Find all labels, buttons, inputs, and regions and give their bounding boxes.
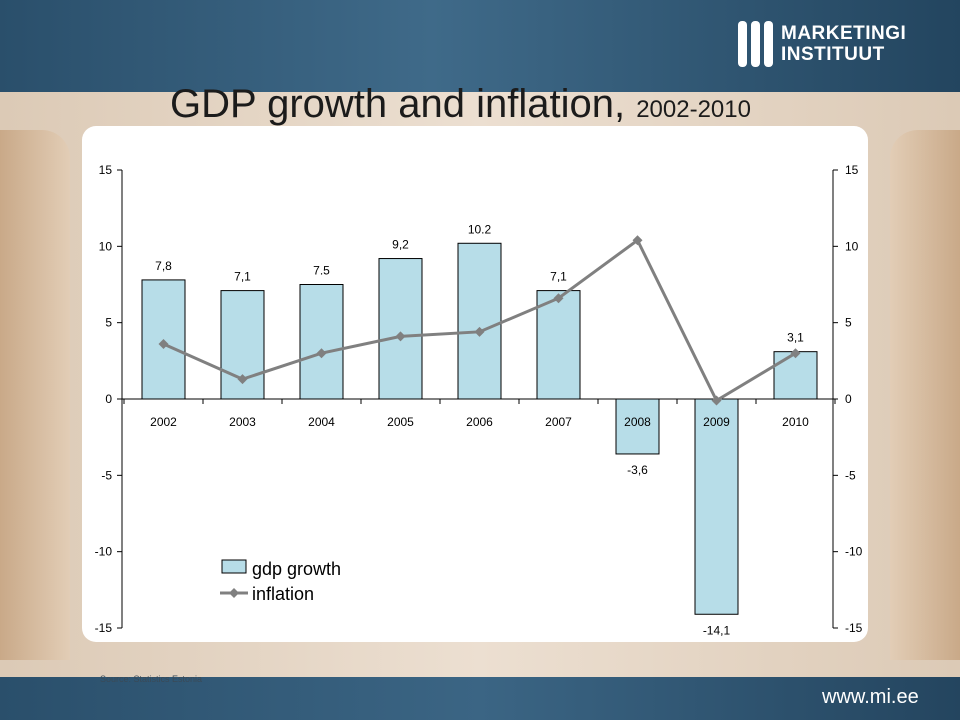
inflation-marker <box>553 293 564 304</box>
logo-text: MARKETINGI INSTITUUT <box>781 23 906 65</box>
footer-band <box>0 677 960 720</box>
inflation-marker <box>158 339 169 350</box>
inflation-marker <box>790 348 801 359</box>
x-tick-label: 2004 <box>308 415 335 429</box>
logo-icon <box>738 21 773 67</box>
gdp-bar <box>694 398 739 615</box>
legend-inflation-label: inflation <box>252 584 314 604</box>
source-note: Source: Statistics Estonia <box>100 674 203 684</box>
gdp-data-label: 7,1 <box>550 270 567 284</box>
left-decoration <box>0 130 70 660</box>
title-main: GDP growth and inflation, <box>170 82 626 126</box>
x-tick-label: 2008 <box>624 415 651 429</box>
left-tick-label: -15 <box>95 621 113 635</box>
legend-bar-swatch <box>221 559 247 574</box>
inflation-marker <box>316 348 327 359</box>
x-tick-label: 2006 <box>466 415 493 429</box>
gdp-bar <box>299 284 344 400</box>
left-tick-label: -10 <box>95 545 113 559</box>
gdp-bar <box>615 398 660 455</box>
inflation-marker <box>711 395 722 406</box>
left-tick-label: -5 <box>101 468 112 482</box>
left-tick-label: 5 <box>105 316 112 330</box>
header-band <box>0 0 960 92</box>
right-tick-label: 15 <box>845 163 859 177</box>
website-link[interactable]: www.mi.ee <box>822 686 919 708</box>
x-tick-label: 2010 <box>782 415 809 429</box>
gdp-data-label: 7,8 <box>155 259 172 273</box>
x-tick-label: 2003 <box>229 415 256 429</box>
right-tick-label: 10 <box>845 239 859 253</box>
gdp-data-label: -14,1 <box>703 623 731 637</box>
gdp-bar <box>773 351 818 400</box>
x-tick-label: 2009 <box>703 415 730 429</box>
right-decoration <box>890 130 960 660</box>
right-tick-label: 5 <box>845 316 852 330</box>
gdp-data-label: 7.5 <box>313 264 330 278</box>
left-tick-label: 15 <box>99 163 113 177</box>
logo-line1: MARKETINGI <box>781 23 907 44</box>
right-tick-label: -15 <box>845 621 863 635</box>
inflation-marker <box>474 326 485 337</box>
inflation-marker <box>632 235 643 246</box>
left-tick-label: 0 <box>105 392 112 406</box>
legend-gdp-label: gdp growth <box>252 559 341 579</box>
gdp-data-label: 3,1 <box>787 331 804 345</box>
logo: MARKETINGI INSTITUUT <box>738 18 906 70</box>
legend-line-marker <box>229 588 239 598</box>
x-tick-label: 2002 <box>150 415 177 429</box>
x-tick-label: 2005 <box>387 415 414 429</box>
logo-line2: INSTITUUT <box>781 44 885 65</box>
right-tick-label: 0 <box>845 392 852 406</box>
right-tick-label: -10 <box>845 545 863 559</box>
gdp-data-label: 9,2 <box>392 238 409 252</box>
gdp-bar <box>457 242 502 400</box>
right-tick-label: -5 <box>845 468 856 482</box>
gdp-data-label: -3,6 <box>627 463 648 477</box>
title-years: 2002-2010 <box>636 96 751 123</box>
inflation-marker <box>395 331 406 342</box>
gdp-data-label: 10.2 <box>468 222 492 236</box>
left-tick-label: 10 <box>99 239 113 253</box>
inflation-marker <box>237 374 248 385</box>
gdp-bar <box>536 290 581 400</box>
slide-title: GDP growth and inflation, 2002-2010 <box>170 82 751 127</box>
x-tick-label: 2007 <box>545 415 572 429</box>
gdp-bar <box>378 258 423 400</box>
gdp-data-label: 7,1 <box>234 270 251 284</box>
